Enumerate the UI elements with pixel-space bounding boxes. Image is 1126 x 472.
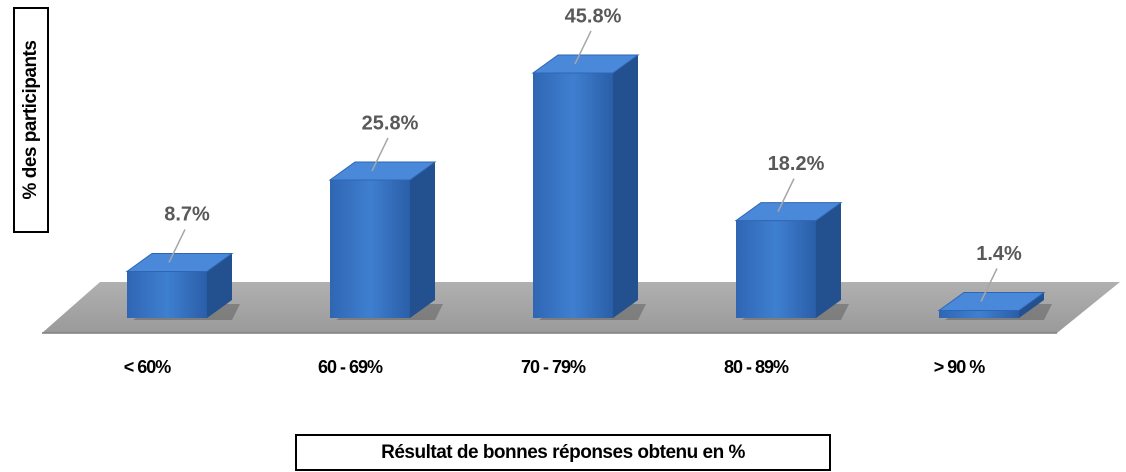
bar-side — [613, 54, 638, 318]
bar-top — [125, 252, 234, 272]
bar-top — [328, 161, 437, 181]
bar — [736, 220, 816, 318]
y-axis-title: % des participants — [20, 41, 41, 200]
leader-line — [777, 178, 795, 212]
bar-top — [937, 292, 1046, 312]
bar-top — [531, 54, 640, 74]
bar-side — [816, 202, 841, 318]
bar-top — [734, 202, 843, 222]
bar — [127, 271, 207, 318]
leader-line — [168, 229, 186, 263]
x-tick-label: 80 - 89% — [724, 357, 789, 377]
value-label: 18.2% — [768, 153, 825, 175]
value-label: 8.7% — [164, 204, 210, 226]
value-label: 25.8% — [362, 112, 419, 134]
bar — [939, 310, 1019, 318]
value-label: 45.8% — [565, 5, 622, 27]
x-axis-title: Résultat de bonnes réponses obtenu en % — [381, 442, 745, 463]
x-tick-label: > 90 % — [934, 357, 986, 377]
leader-line — [980, 268, 998, 302]
bar — [330, 179, 410, 318]
bar-side — [1019, 292, 1044, 318]
leader-line — [371, 137, 389, 172]
y-title-box — [13, 7, 49, 233]
bar-side — [207, 253, 232, 318]
x-title-box — [295, 434, 831, 471]
leader-line — [574, 30, 592, 65]
x-tick-label: < 60% — [124, 357, 172, 377]
bars: 8.7% < 60% 25.8% 60 - 69% 45.8% 70 - 79% 18.2%… — [124, 5, 1052, 377]
value-label: 1.4% — [976, 243, 1022, 265]
bar-side — [410, 161, 435, 318]
x-tick-label: 70 - 79% — [521, 357, 586, 377]
bar — [533, 72, 613, 318]
x-tick-label: 60 - 69% — [318, 357, 383, 377]
